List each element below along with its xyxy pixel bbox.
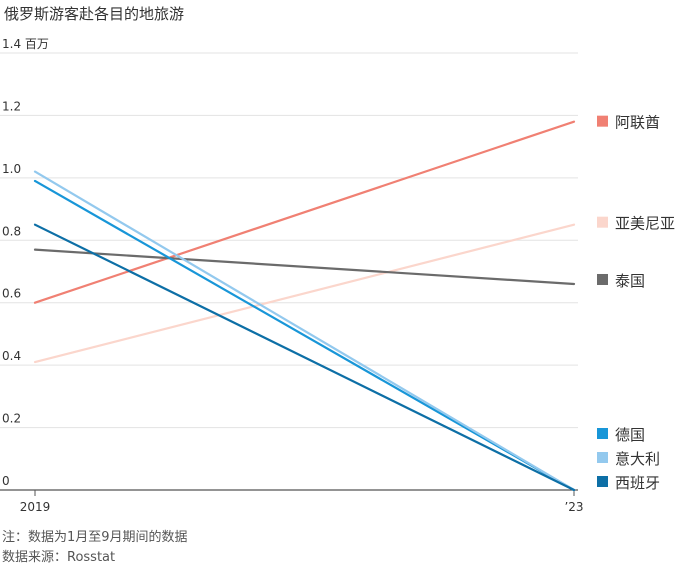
series-line-亚美尼亚 (33, 223, 576, 364)
y-tick-label-3: 0.6 (2, 287, 21, 301)
y-tick-label-6: 1.2 (2, 99, 21, 113)
series-line-德国 (33, 179, 576, 492)
legend-label-泰国: 泰国 (615, 272, 645, 290)
legend-label-西班牙: 西班牙 (615, 474, 660, 492)
series-line-意大利 (33, 170, 576, 492)
y-tick-label-5: 1.0 (2, 162, 21, 176)
y-tick-label-0: 0 (2, 474, 10, 488)
y-tick-label-2: 0.4 (2, 349, 21, 363)
series-line-阿联酋 (33, 120, 576, 304)
legend-swatch-西班牙 (597, 476, 608, 487)
chart-note: 注：数据为1月至9月期间的数据 (2, 530, 188, 545)
line-chart: 0 0.2 0.4 0.6 0.8 1.0 1.2 1.4 百万 2019 ’23 阿联酋亚美尼亚泰… (0, 37, 675, 514)
x-tick-label-0: 2019 (20, 500, 51, 514)
y-tick-label-4: 0.8 (2, 224, 21, 238)
legend-swatch-阿联酋 (597, 115, 608, 127)
x-tick-label-1: ’23 (564, 500, 583, 514)
series-line-西班牙 (33, 223, 576, 492)
legend-label-亚美尼亚: 亚美尼亚 (615, 215, 675, 233)
legend-swatch-亚美尼亚 (597, 216, 608, 228)
legend-label-意大利: 意大利 (615, 450, 660, 468)
legend-swatch-德国 (597, 428, 608, 439)
y-tick-label-7: 1.4 百万 (2, 37, 49, 51)
legend-swatch-意大利 (597, 452, 608, 463)
series-line-泰国 (33, 248, 576, 286)
chart-title: 俄罗斯游客赴各目的地旅游 (4, 5, 185, 23)
legend-swatch-泰国 (597, 273, 608, 285)
y-tick-label-1: 0.2 (2, 412, 21, 426)
legend-label-阿联酋: 阿联酋 (615, 114, 660, 132)
legend-label-德国: 德国 (615, 426, 645, 444)
chart-source: 数据来源：Rosstat (2, 550, 116, 565)
